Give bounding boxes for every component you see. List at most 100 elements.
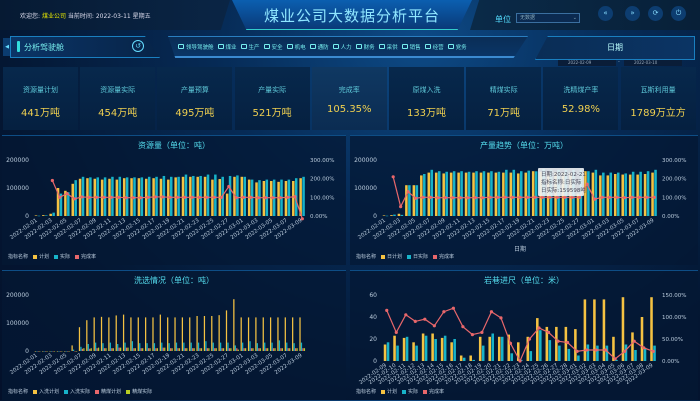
bar[interactable] <box>167 317 169 351</box>
bar[interactable] <box>574 329 577 361</box>
bar[interactable] <box>274 348 276 351</box>
bar[interactable] <box>90 348 92 351</box>
bar[interactable] <box>42 215 45 216</box>
nav-item[interactable]: 机电 <box>286 43 306 51</box>
rate-point[interactable] <box>219 195 224 199</box>
bar[interactable] <box>218 315 220 351</box>
rate-point[interactable] <box>241 195 246 199</box>
bar[interactable] <box>497 336 501 361</box>
rate-point[interactable] <box>510 195 515 199</box>
bar[interactable] <box>174 317 176 351</box>
bar[interactable] <box>95 342 97 351</box>
bar[interactable] <box>174 177 177 216</box>
rate-point[interactable] <box>622 196 627 200</box>
end-date-input[interactable]: 2022-03-10 <box>624 60 682 66</box>
bar[interactable] <box>539 330 542 361</box>
bar[interactable] <box>34 351 36 352</box>
rate-point[interactable] <box>546 330 551 334</box>
bar[interactable] <box>415 345 418 361</box>
rate-point[interactable] <box>466 196 470 200</box>
legend-item[interactable]: 完成率 <box>433 253 454 260</box>
bar[interactable] <box>440 337 444 361</box>
bar[interactable] <box>189 176 192 216</box>
rate-point[interactable] <box>102 195 106 199</box>
legend-item[interactable]: 实际 <box>54 253 70 260</box>
rate-point[interactable] <box>50 178 54 183</box>
rate-point[interactable] <box>623 349 627 353</box>
bar[interactable] <box>431 333 434 362</box>
bar[interactable] <box>234 345 236 351</box>
nav-item[interactable]: 生产 <box>240 43 260 51</box>
bar[interactable] <box>586 344 590 362</box>
bar[interactable] <box>130 317 132 351</box>
bar[interactable] <box>89 348 91 351</box>
bar[interactable] <box>643 174 647 216</box>
bar[interactable] <box>50 351 53 352</box>
bar[interactable] <box>467 171 471 216</box>
bar[interactable] <box>646 171 650 216</box>
bar[interactable] <box>596 345 599 361</box>
bar[interactable] <box>397 213 401 216</box>
bar[interactable] <box>181 317 184 351</box>
rate-point[interactable] <box>600 195 604 199</box>
bar[interactable] <box>171 348 173 351</box>
bar[interactable] <box>277 317 279 351</box>
bar[interactable] <box>280 348 282 351</box>
bar[interactable] <box>281 348 283 351</box>
legend-item[interactable]: 日实际 <box>407 253 428 260</box>
bar[interactable] <box>122 314 125 351</box>
bar[interactable] <box>71 183 74 216</box>
rate-point[interactable] <box>555 195 559 199</box>
rate-point[interactable] <box>212 195 216 199</box>
bar[interactable] <box>534 171 538 216</box>
rate-point[interactable] <box>518 359 522 363</box>
bar[interactable] <box>112 348 114 351</box>
bar[interactable] <box>206 174 210 216</box>
bar[interactable] <box>490 171 493 216</box>
bar[interactable] <box>228 348 231 351</box>
bar[interactable] <box>264 342 266 351</box>
bar[interactable] <box>100 316 103 351</box>
bar[interactable] <box>491 333 494 362</box>
bar[interactable] <box>240 317 242 351</box>
bar[interactable] <box>469 355 472 362</box>
bar[interactable] <box>222 348 225 351</box>
rate-point[interactable] <box>138 196 143 200</box>
bar[interactable] <box>639 171 642 216</box>
rate-point[interactable] <box>385 308 389 312</box>
bar[interactable] <box>497 171 501 216</box>
bar[interactable] <box>472 359 475 361</box>
bar[interactable] <box>255 182 258 216</box>
nav-item[interactable]: 财务 <box>355 43 375 51</box>
bar[interactable] <box>93 317 95 351</box>
bar[interactable] <box>267 348 269 351</box>
bar[interactable] <box>53 351 56 352</box>
bar[interactable] <box>59 193 63 216</box>
bar[interactable] <box>153 343 156 351</box>
rate-point[interactable] <box>548 195 552 199</box>
rate-point[interactable] <box>190 195 194 199</box>
rate-point[interactable] <box>592 197 597 201</box>
bar[interactable] <box>510 353 514 361</box>
bar[interactable] <box>133 177 136 216</box>
rate-point[interactable] <box>613 357 617 361</box>
bar[interactable] <box>105 348 107 351</box>
rate-point[interactable] <box>575 349 579 353</box>
bar[interactable] <box>636 174 639 216</box>
bar[interactable] <box>386 342 390 361</box>
bar[interactable] <box>192 175 195 216</box>
bar[interactable] <box>147 348 150 351</box>
bar[interactable] <box>299 178 302 216</box>
bar[interactable] <box>272 348 275 351</box>
bar[interactable] <box>478 336 482 361</box>
bar[interactable] <box>271 342 273 351</box>
unit-select[interactable]: 无数据 ⌄ <box>516 13 580 23</box>
bar[interactable] <box>591 172 595 216</box>
bar[interactable] <box>262 181 266 216</box>
bar[interactable] <box>64 351 66 352</box>
bar[interactable] <box>45 215 48 216</box>
bar[interactable] <box>286 342 288 351</box>
rate-point[interactable] <box>87 195 91 199</box>
bar[interactable] <box>564 326 568 361</box>
bar[interactable] <box>412 185 416 216</box>
